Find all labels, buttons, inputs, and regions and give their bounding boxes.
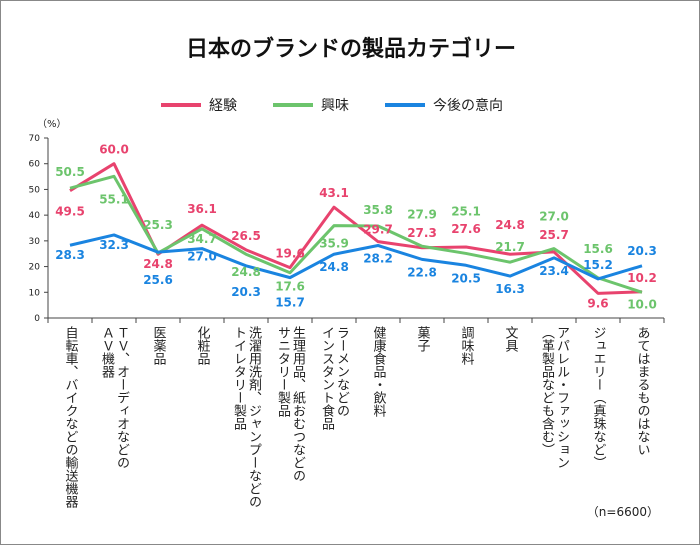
y-tick-label: 40 xyxy=(29,211,41,221)
legend-swatch xyxy=(273,103,313,107)
data-label: 24.8 xyxy=(495,218,525,232)
y-tick-label: 50 xyxy=(29,185,41,195)
legend: 経験 興味 今後の意向 xyxy=(161,95,503,115)
data-label: 21.7 xyxy=(495,240,525,254)
data-label: 36.1 xyxy=(187,202,217,216)
legend-label: 経験 xyxy=(209,98,237,114)
category-label: 生理用品、紙おむつなどの サニタリー製品 xyxy=(275,326,305,482)
data-label: 28.3 xyxy=(55,248,85,262)
data-label: 34.7 xyxy=(187,232,217,246)
data-label: 35.8 xyxy=(363,203,393,217)
category-label: ＴＶ、オーディオなどの ＡＶ機器 xyxy=(99,326,129,469)
y-tick-label: 70 xyxy=(29,134,41,144)
data-label: 24.8 xyxy=(231,265,261,279)
y-tick-label: 0 xyxy=(34,314,40,324)
data-label: 55.1 xyxy=(99,192,129,206)
data-label: 26.5 xyxy=(231,229,261,243)
data-label: 43.1 xyxy=(319,186,349,200)
data-label: 23.4 xyxy=(539,264,569,278)
data-label: 27.3 xyxy=(407,226,437,240)
legend-swatch xyxy=(161,103,201,107)
legend-item: 今後の意向 xyxy=(385,95,503,115)
data-label: 50.5 xyxy=(55,165,85,179)
data-label: 27.6 xyxy=(451,222,481,236)
y-tick-label: 30 xyxy=(29,237,41,247)
series-line-2 xyxy=(69,233,643,281)
series-line-1 xyxy=(69,174,643,294)
data-label: 15.7 xyxy=(275,296,305,310)
data-label: 27.0 xyxy=(539,210,569,224)
y-tick-label: 60 xyxy=(29,160,41,170)
category-label: あてはまるものはない xyxy=(634,326,650,456)
category-label: 化粧品 xyxy=(194,326,210,365)
data-label: 25.3 xyxy=(143,218,173,232)
category-label: アパレル・ファッション （革製品なども含む） xyxy=(539,326,569,469)
data-label: 22.8 xyxy=(407,265,437,279)
category-label: 医薬品 xyxy=(150,326,166,365)
data-label: 60.0 xyxy=(99,143,129,157)
y-axis-unit: （%） xyxy=(37,119,67,130)
data-label: 27.0 xyxy=(187,250,217,264)
category-label: 洗濯用洗剤、ジャンプーなどの トイレタリー製品 xyxy=(231,326,261,508)
data-label: 10.0 xyxy=(627,297,657,311)
legend-swatch xyxy=(385,103,425,107)
data-label: 25.6 xyxy=(143,273,173,287)
data-label: 16.3 xyxy=(495,282,525,296)
data-label: 29.7 xyxy=(363,223,393,237)
data-label: 20.3 xyxy=(231,285,261,299)
sample-size-note: （n=6600） xyxy=(586,505,659,519)
legend-item: 経験 xyxy=(161,95,237,115)
category-label: 自転車、バイクなどの輸送機器 xyxy=(62,326,78,508)
category-label: ジュエリー（真珠など） xyxy=(590,326,606,469)
data-label: 20.3 xyxy=(627,244,657,258)
data-label: 27.9 xyxy=(407,207,437,221)
data-label: 9.6 xyxy=(587,296,608,310)
data-label: 24.8 xyxy=(319,260,349,274)
legend-item: 興味 xyxy=(273,95,349,115)
legend-label: 興味 xyxy=(321,98,349,114)
data-label: 28.2 xyxy=(363,251,393,265)
data-label: 10.2 xyxy=(627,271,657,285)
data-label: 17.6 xyxy=(275,280,305,294)
category-label: ラーメンなどの インスタント食品 xyxy=(319,326,349,430)
data-label: 35.9 xyxy=(319,237,349,251)
data-label: 32.3 xyxy=(99,238,129,252)
y-tick-label: 20 xyxy=(29,263,41,273)
data-label: 25.7 xyxy=(539,228,569,242)
data-label: 19.6 xyxy=(275,247,305,261)
data-label: 20.5 xyxy=(451,271,481,285)
category-label: 健康食品・飲料 xyxy=(370,326,386,417)
data-label: 49.5 xyxy=(55,205,85,219)
legend-label: 今後の意向 xyxy=(433,98,503,114)
chart-title: 日本のブランドの製品カテゴリー xyxy=(185,37,516,62)
data-label: 15.2 xyxy=(583,258,613,272)
category-label: 菓子 xyxy=(414,326,430,352)
data-label: 15.6 xyxy=(583,242,613,256)
category-label: 調味料 xyxy=(458,326,474,365)
category-label: 文具 xyxy=(502,326,518,352)
data-label: 25.1 xyxy=(451,204,481,218)
data-label: 24.8 xyxy=(143,257,173,271)
y-tick-label: 10 xyxy=(29,288,41,298)
